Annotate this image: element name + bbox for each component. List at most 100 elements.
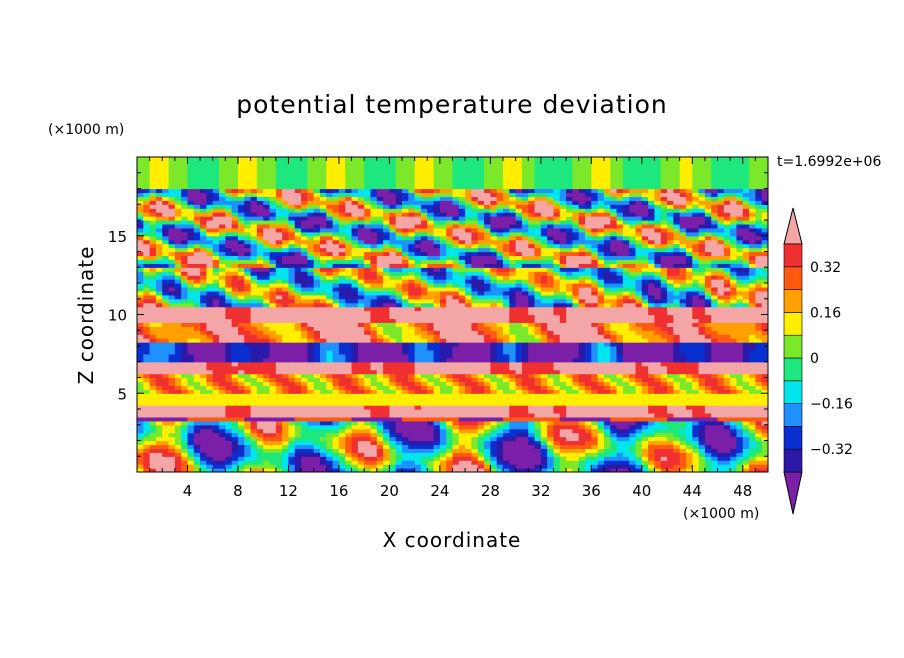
field-cell [250, 381, 258, 386]
field-cell [559, 369, 567, 375]
field-cell [219, 428, 226, 434]
field-cell [521, 440, 529, 446]
field-cell [528, 405, 536, 410]
field-cell [723, 424, 731, 430]
field-cell [540, 405, 548, 410]
field-cell [755, 381, 763, 386]
field-cell [364, 275, 372, 280]
field-cell [761, 381, 768, 386]
field-cell [755, 326, 763, 331]
field-cell [635, 357, 643, 363]
field-cell [275, 460, 283, 465]
field-cell [509, 310, 517, 316]
field-cell [761, 326, 768, 331]
field-cell [566, 279, 573, 284]
field-cell [351, 334, 359, 339]
field-cell [174, 342, 182, 347]
field-cell [667, 353, 674, 359]
field-cell [452, 302, 460, 308]
field-cell [528, 397, 536, 402]
field-cell [635, 377, 643, 383]
field-cell [509, 338, 517, 343]
field-cell [244, 334, 252, 339]
field-cell [269, 294, 277, 300]
field-cell [591, 409, 599, 414]
field-cell [332, 464, 340, 469]
field-cell [730, 279, 738, 284]
field-cell [174, 302, 182, 308]
field-cell [269, 405, 277, 410]
field-cell [351, 416, 359, 422]
field-cell [137, 365, 144, 371]
field-cell [704, 464, 712, 469]
field-cell [301, 444, 308, 449]
field-cell [502, 440, 510, 446]
field-cell [692, 365, 700, 371]
field-cell [408, 432, 416, 438]
field-cell [471, 365, 479, 371]
field-cell [200, 365, 208, 371]
field-cell [149, 409, 157, 414]
field-cell [629, 369, 637, 375]
field-cell [193, 318, 201, 323]
field-cell [685, 440, 693, 446]
field-cell [484, 385, 491, 390]
field-cell [174, 405, 182, 410]
field-cell [332, 428, 340, 434]
field-cell [660, 440, 668, 446]
field-cell [282, 369, 290, 375]
field-cell [212, 326, 220, 331]
field-cell [137, 393, 144, 398]
field-cell [200, 322, 208, 327]
field-cell [521, 302, 529, 308]
field-cell [206, 286, 214, 292]
field-cell [730, 338, 738, 343]
field-cell [742, 349, 750, 355]
field-cell [137, 334, 144, 339]
field-cell [231, 393, 239, 398]
field-cell [471, 302, 479, 308]
field-cell [585, 346, 592, 351]
field-cell [477, 428, 485, 434]
field-cell [629, 385, 637, 390]
field-cell [616, 283, 624, 288]
field-cell [673, 373, 681, 379]
field-cell [622, 334, 630, 339]
field-cell [698, 279, 706, 284]
field-cell [294, 310, 302, 316]
field-cell [408, 353, 416, 359]
field-cell [370, 294, 378, 300]
field-cell [484, 456, 491, 461]
field-cell [143, 330, 151, 335]
field-cell [351, 365, 359, 371]
field-cell [446, 334, 454, 339]
field-cell [225, 468, 233, 472]
field-cell [181, 346, 189, 351]
field-cell [294, 428, 302, 434]
field-cell [338, 401, 346, 406]
field-cell [685, 330, 693, 335]
field-cell [484, 401, 491, 406]
field-cell [648, 302, 656, 308]
field-cell [294, 460, 302, 465]
field-cell [433, 452, 441, 457]
field-cell [566, 294, 573, 300]
field-cell [654, 369, 662, 375]
field-cell [351, 432, 359, 438]
field-cell [704, 318, 712, 323]
field-cell [319, 353, 327, 359]
field-cell [509, 409, 517, 414]
field-cell [452, 322, 460, 327]
field-cell [282, 460, 290, 465]
field-cell [559, 464, 567, 469]
field-cell [502, 452, 510, 457]
field-cell [288, 373, 296, 379]
field-cell [256, 412, 264, 418]
field-cell [162, 432, 170, 438]
field-cell [477, 310, 485, 316]
field-cell [502, 456, 510, 461]
field-cell [408, 318, 416, 323]
field-cell [168, 361, 176, 367]
field-cell [660, 389, 668, 394]
field-cell [534, 338, 542, 343]
